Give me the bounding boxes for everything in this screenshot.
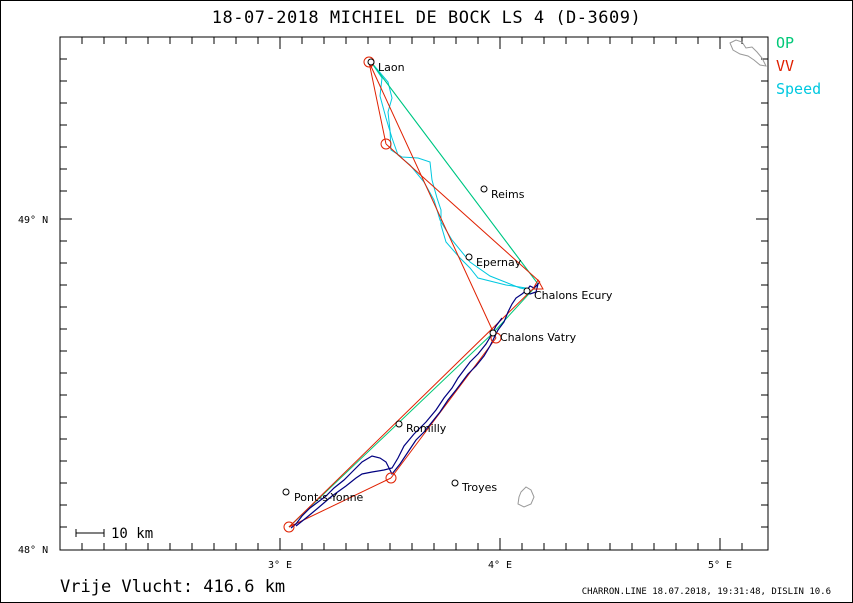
finish-triangle-icon [532,278,544,290]
town-label-troyes: Troyes [461,481,497,494]
lake-outline-troyes [517,486,535,508]
town-markers [282,58,531,496]
town-label-pont-s-yonne: Pont-s-Yonne [294,491,364,504]
lake-outline-ne [729,39,767,67]
y-tick-49n: 49° N [18,215,48,226]
x-tick-4e: 4° E [488,560,512,571]
axis-ticks [60,37,768,550]
town-label-chalons-vatry: Chalons Vatry [500,331,577,344]
op-track [288,61,539,528]
x-tick-3e: 3° E [268,560,292,571]
x-tick-5e: 5° E [708,560,732,571]
legend-op: OP [776,34,795,52]
y-tick-48n: 48° N [18,545,48,556]
turnpoint-start-marker [283,521,295,533]
turnpoint-south-marker [385,472,397,484]
town-label-reims: Reims [491,188,525,201]
map-border [59,36,769,551]
footer-info: CHARRON.LINE 18.07.2018, 19:31:48, DISLI… [581,587,831,597]
town-label-epernay: Epernay [476,256,522,269]
free-flight-distance: Vrije Vlucht: 416.6 km [60,577,286,597]
legend-speed: Speed [776,80,822,98]
town-label-romilly: Romilly [406,422,447,435]
scale-bar-label: 10 km [111,526,153,542]
scale-bar [75,529,105,537]
legend-vv: VV [776,57,795,75]
flight-track [290,282,540,529]
town-label-chalons-ecury: Chalons Ecury [534,289,613,302]
town-label-laon: Laon [378,61,405,74]
vv-track [288,61,541,528]
page-title: 18-07-2018 MICHIEL DE BOCK LS 4 (D-3609) [211,8,642,28]
turnpoint-markers [283,56,502,533]
turnpoint-north-marker [380,138,392,150]
